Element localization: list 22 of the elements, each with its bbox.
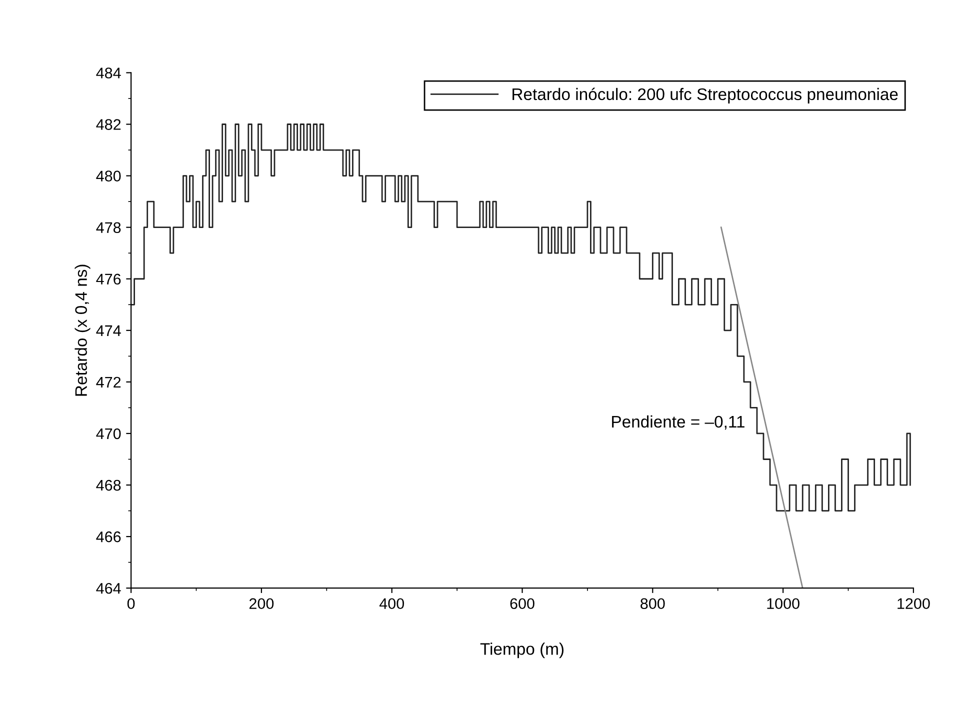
y-tick-label: 478 [96, 222, 121, 234]
y-axis-title: Retardo (x 0,4 ns) [74, 264, 90, 396]
x-tick-label: 400 [379, 598, 404, 610]
x-tick-label: 200 [249, 598, 274, 610]
legend-label: Retardo inóculo: 200 ufc Streptococcus pneumoniae [512, 88, 898, 104]
x-tick-label: 0 [127, 598, 135, 610]
x-tick-label: 800 [640, 598, 665, 610]
x-tick-label: 1000 [767, 598, 800, 610]
y-tick-label: 464 [96, 582, 121, 594]
y-tick-label: 470 [96, 428, 121, 440]
y-tick-label: 474 [96, 325, 121, 336]
y-tick-label: 472 [96, 376, 121, 388]
y-tick-label: 482 [96, 119, 121, 130]
y-tick-label: 468 [96, 480, 121, 491]
y-tick-label: 480 [96, 170, 121, 182]
y-tick-label: 476 [96, 274, 121, 285]
y-tick-label: 466 [96, 531, 121, 542]
x-tick-label: 600 [510, 598, 534, 610]
annotation: Pendiente = –0,11 [612, 415, 744, 430]
y-tick-label: 484 [96, 68, 121, 78]
x-axis-title: Tiempo (m) [480, 642, 564, 658]
x-tick-label: 1200 [898, 598, 930, 610]
